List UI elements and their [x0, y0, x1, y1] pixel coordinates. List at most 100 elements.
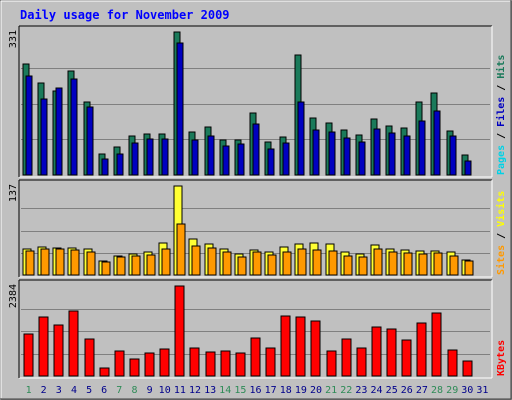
day-label-4: 4: [71, 385, 77, 396]
day-label-16: 16: [249, 385, 261, 396]
day-label-19: 19: [295, 385, 307, 396]
bar-files-day-23: [358, 141, 366, 176]
bar-files-day-7: [116, 153, 124, 176]
day-label-22: 22: [340, 385, 352, 396]
bar-files-day-29: [449, 135, 457, 176]
series-sites: [25, 223, 474, 276]
panel-middle: 137 Sites / Visits: [8, 179, 507, 278]
legend-entry: /: [496, 79, 507, 97]
bar-sites-day-15: [237, 256, 247, 276]
day-label-25: 25: [386, 385, 398, 396]
legend-top: Pages / Files / Hits: [495, 55, 507, 175]
day-label-3: 3: [56, 385, 62, 396]
legend-entry: /: [496, 127, 507, 145]
bar-files-day-17: [267, 148, 275, 176]
bar-kbytes-day-15: [235, 352, 246, 377]
bar-kbytes-day-16: [250, 337, 261, 377]
legend-entry: Pages: [496, 145, 507, 175]
bar-kbytes-day-25: [386, 328, 397, 377]
bar-kbytes-day-18: [280, 315, 291, 377]
legend-entry: KBytes: [496, 340, 507, 376]
chart-title: Daily usage for November 2009: [20, 8, 230, 22]
bar-files-day-21: [328, 131, 336, 176]
legend-entry: Files: [495, 97, 507, 127]
day-label-15: 15: [234, 385, 246, 396]
bar-kbytes-day-9: [144, 352, 155, 377]
bar-files-day-3: [55, 87, 63, 176]
bar-files-day-27: [418, 120, 426, 176]
bar-sites-day-30: [464, 260, 474, 276]
legend-bottom: KBytes: [496, 340, 507, 376]
bar-kbytes-day-27: [416, 322, 427, 377]
legend-entry: Sites: [495, 245, 507, 275]
bar-kbytes-day-4: [68, 310, 79, 377]
day-label-12: 12: [189, 385, 201, 396]
bar-files-day-10: [161, 138, 169, 176]
day-label-20: 20: [310, 385, 322, 396]
bar-kbytes-day-29: [447, 349, 458, 377]
bar-kbytes-day-19: [295, 316, 306, 377]
bar-kbytes-day-10: [159, 348, 170, 377]
day-label-26: 26: [401, 385, 413, 396]
bar-sites-day-5: [86, 251, 96, 276]
bar-sites-day-26: [403, 252, 413, 276]
bar-files-day-25: [388, 132, 396, 176]
bar-sites-day-20: [312, 249, 322, 276]
bar-sites-day-9: [146, 254, 156, 276]
bar-files-day-8: [131, 142, 139, 176]
bar-sites-day-4: [70, 249, 80, 276]
legend-entry: /: [496, 227, 507, 245]
bar-sites-day-11: [176, 223, 186, 276]
day-label-27: 27: [416, 385, 428, 396]
bar-sites-day-21: [328, 250, 338, 276]
day-label-23: 23: [355, 385, 367, 396]
day-label-24: 24: [370, 385, 382, 396]
day-label-30: 30: [461, 385, 473, 396]
series-files: [25, 42, 472, 176]
bar-files-day-16: [252, 123, 260, 176]
legend-entry: Hits: [495, 55, 507, 79]
day-label-7: 7: [116, 385, 122, 396]
series-kbytes: [23, 285, 473, 377]
y-axis-max-label: 331: [8, 30, 19, 48]
bar-kbytes-day-22: [341, 338, 352, 377]
bar-sites-day-7: [116, 256, 126, 276]
bar-files-day-18: [282, 142, 290, 176]
bar-files-day-22: [343, 137, 351, 176]
bar-sites-day-29: [449, 255, 459, 276]
bar-files-day-28: [433, 110, 441, 176]
bar-files-day-15: [237, 143, 245, 176]
bar-kbytes-day-7: [114, 350, 125, 377]
day-label-29: 29: [446, 385, 458, 396]
bar-files-day-26: [403, 135, 411, 176]
day-label-28: 28: [431, 385, 443, 396]
bar-sites-day-12: [191, 245, 201, 276]
bar-kbytes-day-12: [189, 347, 200, 377]
panel-top: 331 Pages / Files / Hits: [8, 25, 507, 178]
bar-sites-day-8: [131, 255, 141, 276]
bar-files-day-30: [464, 160, 472, 176]
y-axis-max-label: 137: [8, 184, 19, 202]
bar-files-day-2: [40, 98, 48, 176]
bar-sites-day-19: [297, 248, 307, 276]
bar-kbytes-day-5: [84, 338, 95, 377]
bar-kbytes-day-14: [220, 350, 231, 377]
day-label-11: 11: [174, 385, 186, 396]
bar-sites-day-2: [40, 248, 50, 276]
bar-files-day-19: [297, 101, 305, 176]
bar-kbytes-day-3: [53, 324, 64, 377]
bar-kbytes-day-20: [310, 320, 321, 377]
bar-kbytes-day-6: [99, 367, 110, 377]
legend-middle: Sites / Visits: [495, 191, 507, 275]
bar-sites-day-18: [282, 251, 292, 276]
bar-sites-day-28: [433, 252, 443, 276]
bar-sites-day-27: [418, 253, 428, 276]
day-label-17: 17: [265, 385, 277, 396]
day-label-31: 31: [476, 385, 488, 396]
day-label-8: 8: [131, 385, 137, 396]
bar-kbytes-day-2: [38, 316, 49, 377]
bar-sites-day-23: [358, 256, 368, 276]
legend-entry: Visits: [495, 191, 507, 227]
panel-bottom: 2384 KBytes: [8, 279, 507, 379]
